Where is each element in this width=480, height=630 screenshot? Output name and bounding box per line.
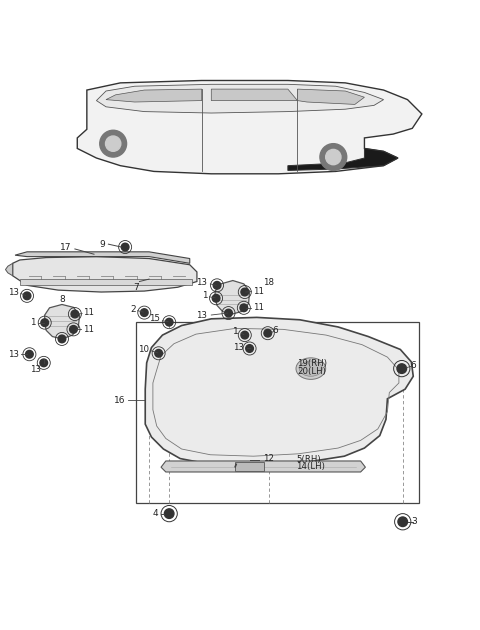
Circle shape (165, 318, 173, 326)
Circle shape (141, 309, 148, 316)
Text: 12: 12 (263, 454, 274, 463)
Circle shape (155, 350, 162, 357)
Text: 6: 6 (273, 326, 278, 335)
Circle shape (325, 149, 341, 164)
Circle shape (398, 517, 408, 527)
Text: 18: 18 (263, 278, 274, 287)
Text: 13: 13 (30, 365, 41, 374)
Polygon shape (106, 89, 202, 102)
Circle shape (264, 329, 272, 337)
Text: 17: 17 (60, 243, 72, 253)
Text: 5(RH): 5(RH) (297, 455, 321, 464)
Text: 7: 7 (133, 283, 139, 292)
Circle shape (241, 331, 249, 339)
Polygon shape (5, 263, 12, 276)
Polygon shape (298, 89, 364, 105)
Text: 13: 13 (196, 311, 207, 319)
Text: 13: 13 (8, 287, 19, 297)
Text: 16: 16 (114, 396, 125, 404)
Polygon shape (288, 149, 398, 171)
Text: 20(LH): 20(LH) (298, 367, 326, 376)
Circle shape (397, 364, 407, 374)
Circle shape (41, 319, 48, 326)
Circle shape (25, 350, 33, 358)
Polygon shape (96, 84, 384, 113)
Text: 1: 1 (30, 318, 35, 327)
Circle shape (23, 292, 31, 300)
Polygon shape (161, 461, 365, 472)
Text: 13: 13 (196, 278, 207, 287)
Text: 1: 1 (202, 291, 207, 301)
Bar (235, 462, 264, 471)
Circle shape (240, 304, 248, 312)
Text: 11: 11 (253, 303, 264, 312)
Circle shape (40, 359, 48, 367)
Text: 2: 2 (130, 305, 136, 314)
Text: 6: 6 (410, 361, 416, 370)
Polygon shape (145, 318, 413, 466)
Text: 19(RH): 19(RH) (298, 359, 327, 369)
Circle shape (58, 335, 66, 343)
Polygon shape (45, 304, 80, 339)
Text: 1: 1 (233, 327, 239, 336)
Text: 4: 4 (153, 509, 158, 518)
Text: 15: 15 (149, 314, 159, 323)
Text: 8: 8 (59, 295, 65, 304)
Text: 13: 13 (8, 350, 19, 358)
Polygon shape (20, 279, 192, 285)
Circle shape (213, 282, 221, 289)
Text: 11: 11 (83, 308, 94, 317)
Circle shape (246, 345, 253, 352)
Bar (136, 322, 419, 503)
Text: 13: 13 (233, 343, 244, 352)
Circle shape (70, 326, 77, 333)
Circle shape (212, 294, 220, 302)
Polygon shape (211, 89, 298, 101)
Circle shape (100, 130, 127, 157)
Text: 9: 9 (99, 239, 105, 249)
Polygon shape (12, 256, 197, 292)
Circle shape (225, 309, 232, 317)
Circle shape (106, 136, 121, 151)
Circle shape (164, 509, 174, 518)
Text: 11: 11 (83, 325, 94, 334)
Polygon shape (15, 252, 190, 263)
Polygon shape (77, 81, 422, 174)
Circle shape (320, 144, 347, 171)
Ellipse shape (296, 358, 325, 379)
Ellipse shape (300, 361, 323, 376)
Text: 11: 11 (253, 287, 264, 295)
Circle shape (121, 243, 129, 251)
Text: 14(LH): 14(LH) (297, 462, 325, 471)
Polygon shape (215, 280, 250, 314)
Circle shape (71, 310, 79, 318)
Text: 10: 10 (138, 345, 149, 354)
Text: 3: 3 (411, 517, 417, 526)
Circle shape (241, 288, 249, 296)
